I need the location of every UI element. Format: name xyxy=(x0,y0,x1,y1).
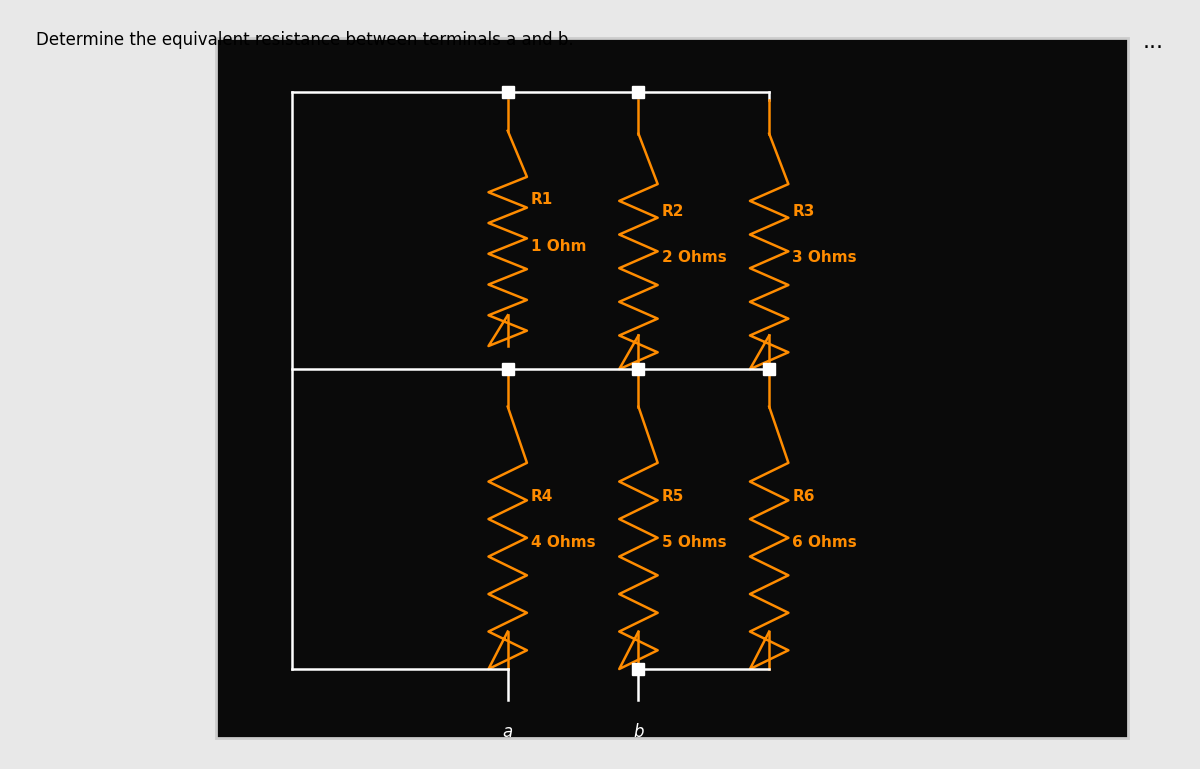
Text: R1: R1 xyxy=(530,192,553,208)
Text: a: a xyxy=(503,723,512,741)
Text: R4: R4 xyxy=(530,488,553,504)
Text: R6: R6 xyxy=(792,488,815,504)
Text: R5: R5 xyxy=(661,488,684,504)
Text: 4 Ohms: 4 Ohms xyxy=(530,534,595,550)
Text: R3: R3 xyxy=(792,204,815,219)
Text: 1 Ohm: 1 Ohm xyxy=(530,238,587,254)
Text: 3 Ohms: 3 Ohms xyxy=(792,250,857,265)
Text: Determine the equivalent resistance between terminals a and b.: Determine the equivalent resistance betw… xyxy=(36,31,574,48)
Text: 6 Ohms: 6 Ohms xyxy=(792,534,857,550)
Text: 5 Ohms: 5 Ohms xyxy=(661,534,726,550)
Text: ···: ··· xyxy=(1142,38,1164,58)
Text: 2 Ohms: 2 Ohms xyxy=(661,250,726,265)
Text: R2: R2 xyxy=(661,204,684,219)
Text: b: b xyxy=(634,723,643,741)
